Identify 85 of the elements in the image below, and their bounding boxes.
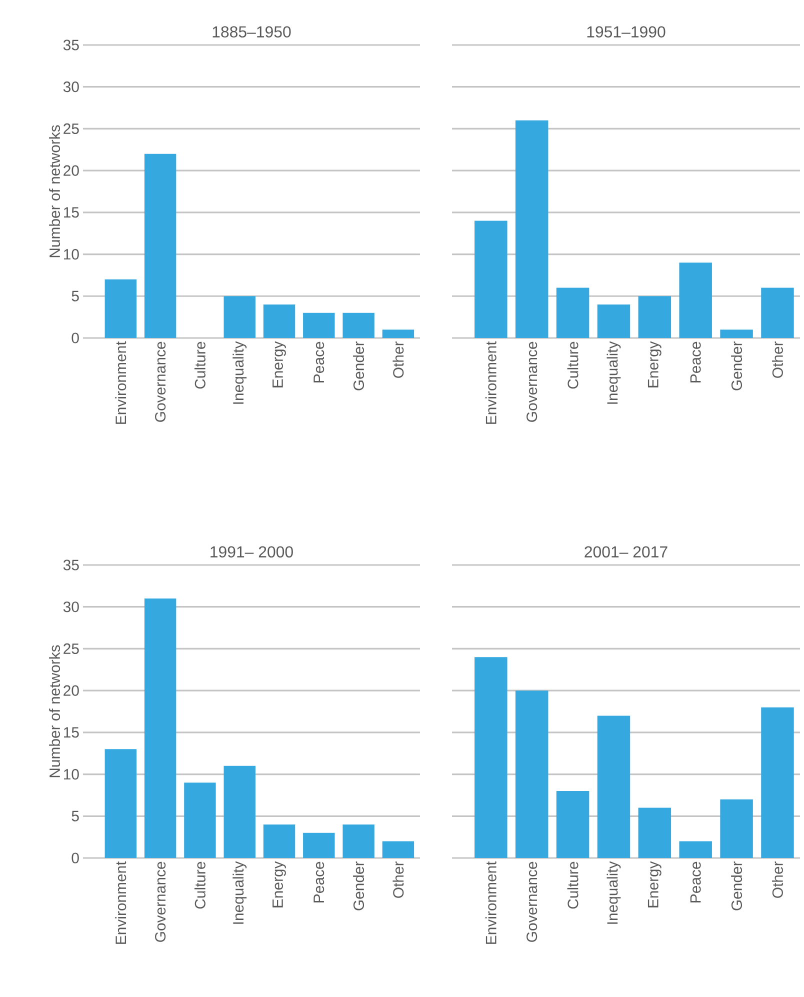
bar: [382, 841, 414, 858]
x-tick-label: Inequality: [606, 341, 621, 404]
x-tick-label: Energy: [648, 861, 662, 908]
bar: [303, 832, 335, 858]
x-tick-label: Peace: [690, 342, 701, 382]
x-tick-label: Peace: [690, 862, 701, 902]
x-tick-label: Other: [772, 861, 783, 898]
bar: [720, 330, 753, 338]
x-tick-label: Energy: [272, 341, 286, 388]
x-tick-label: Energy: [648, 341, 662, 388]
bar: [184, 782, 216, 858]
y-tick-label: 10: [64, 768, 79, 780]
bar: [679, 841, 712, 858]
y-tick-label: 0: [72, 852, 79, 864]
x-tick-label: Culture: [567, 862, 578, 909]
y-tick-label: 30: [63, 82, 79, 92]
bar: [144, 598, 176, 858]
y-tick-label: 25: [64, 123, 79, 134]
bar: [597, 304, 630, 338]
x-tick-label: Gender: [731, 341, 742, 390]
bar: [104, 749, 137, 858]
bar: [761, 707, 794, 858]
chart-title: 1951–1990: [587, 26, 666, 38]
bar: [597, 716, 630, 858]
bar: [303, 312, 335, 338]
y-tick-label: 30: [63, 602, 79, 612]
x-tick-label: Energy: [272, 861, 286, 908]
bar: [342, 824, 374, 858]
chart-title: 1991– 2000: [210, 546, 293, 558]
chart-title: 1885–1950: [212, 26, 291, 38]
y-tick-label: 35: [63, 560, 79, 570]
x-tick-label: Governance: [526, 342, 538, 422]
y-tick-label: 15: [64, 727, 79, 738]
bar: [556, 288, 590, 338]
x-tick-label: Gender: [353, 341, 364, 390]
x-tick-label: Governance: [155, 862, 166, 942]
bar: [144, 154, 176, 338]
x-tick-label: Inequality: [606, 861, 621, 924]
y-tick-label: 35: [63, 40, 79, 50]
y-tick-label: 15: [64, 207, 79, 218]
x-tick-label: Governance: [155, 342, 166, 422]
x-tick-label: Environment: [485, 341, 496, 424]
y-tick-label: 5: [72, 810, 79, 822]
bar: [761, 288, 794, 338]
x-tick-label: Environment: [115, 341, 126, 424]
x-tick-label: Culture: [194, 862, 206, 909]
x-tick-label: Gender: [353, 861, 364, 910]
y-tick-label: 0: [72, 332, 79, 344]
bar: [474, 220, 508, 338]
bar: [720, 799, 753, 858]
y-tick-label: 20: [64, 685, 79, 696]
x-tick-label: Other: [772, 341, 783, 378]
x-tick-label: Other: [392, 861, 404, 898]
bar: [638, 808, 672, 858]
chart-title: 2001– 2017: [584, 546, 668, 558]
bar: [679, 262, 712, 338]
bar: [224, 766, 256, 858]
x-tick-label: Peace: [314, 862, 324, 902]
x-tick-label: Inequality: [232, 861, 247, 924]
bar: [556, 791, 590, 858]
y-axis-title: Number of networks: [49, 645, 60, 778]
y-tick-label: 10: [64, 248, 79, 260]
bar: [515, 690, 548, 858]
x-tick-label: Other: [392, 341, 404, 378]
x-tick-label: Environment: [485, 861, 496, 944]
y-tick-label: 25: [64, 643, 79, 654]
bar: [104, 279, 137, 338]
bar: [263, 304, 296, 338]
bar: [224, 296, 256, 338]
x-tick-label: Culture: [194, 342, 206, 389]
x-tick-label: Governance: [526, 862, 538, 942]
y-axis-title: Number of networks: [49, 125, 60, 258]
x-tick-label: Inequality: [232, 341, 247, 404]
bar: [638, 296, 672, 338]
y-tick-label: 5: [72, 290, 79, 302]
x-tick-label: Peace: [314, 342, 324, 382]
bar: [263, 824, 296, 858]
x-tick-label: Environment: [115, 861, 126, 944]
bar: [382, 330, 414, 338]
bar: [342, 312, 374, 338]
x-tick-label: Gender: [731, 861, 742, 910]
y-tick-label: 20: [64, 165, 79, 176]
x-tick-label: Culture: [567, 342, 578, 389]
bar: [515, 120, 548, 338]
bar: [474, 657, 508, 858]
